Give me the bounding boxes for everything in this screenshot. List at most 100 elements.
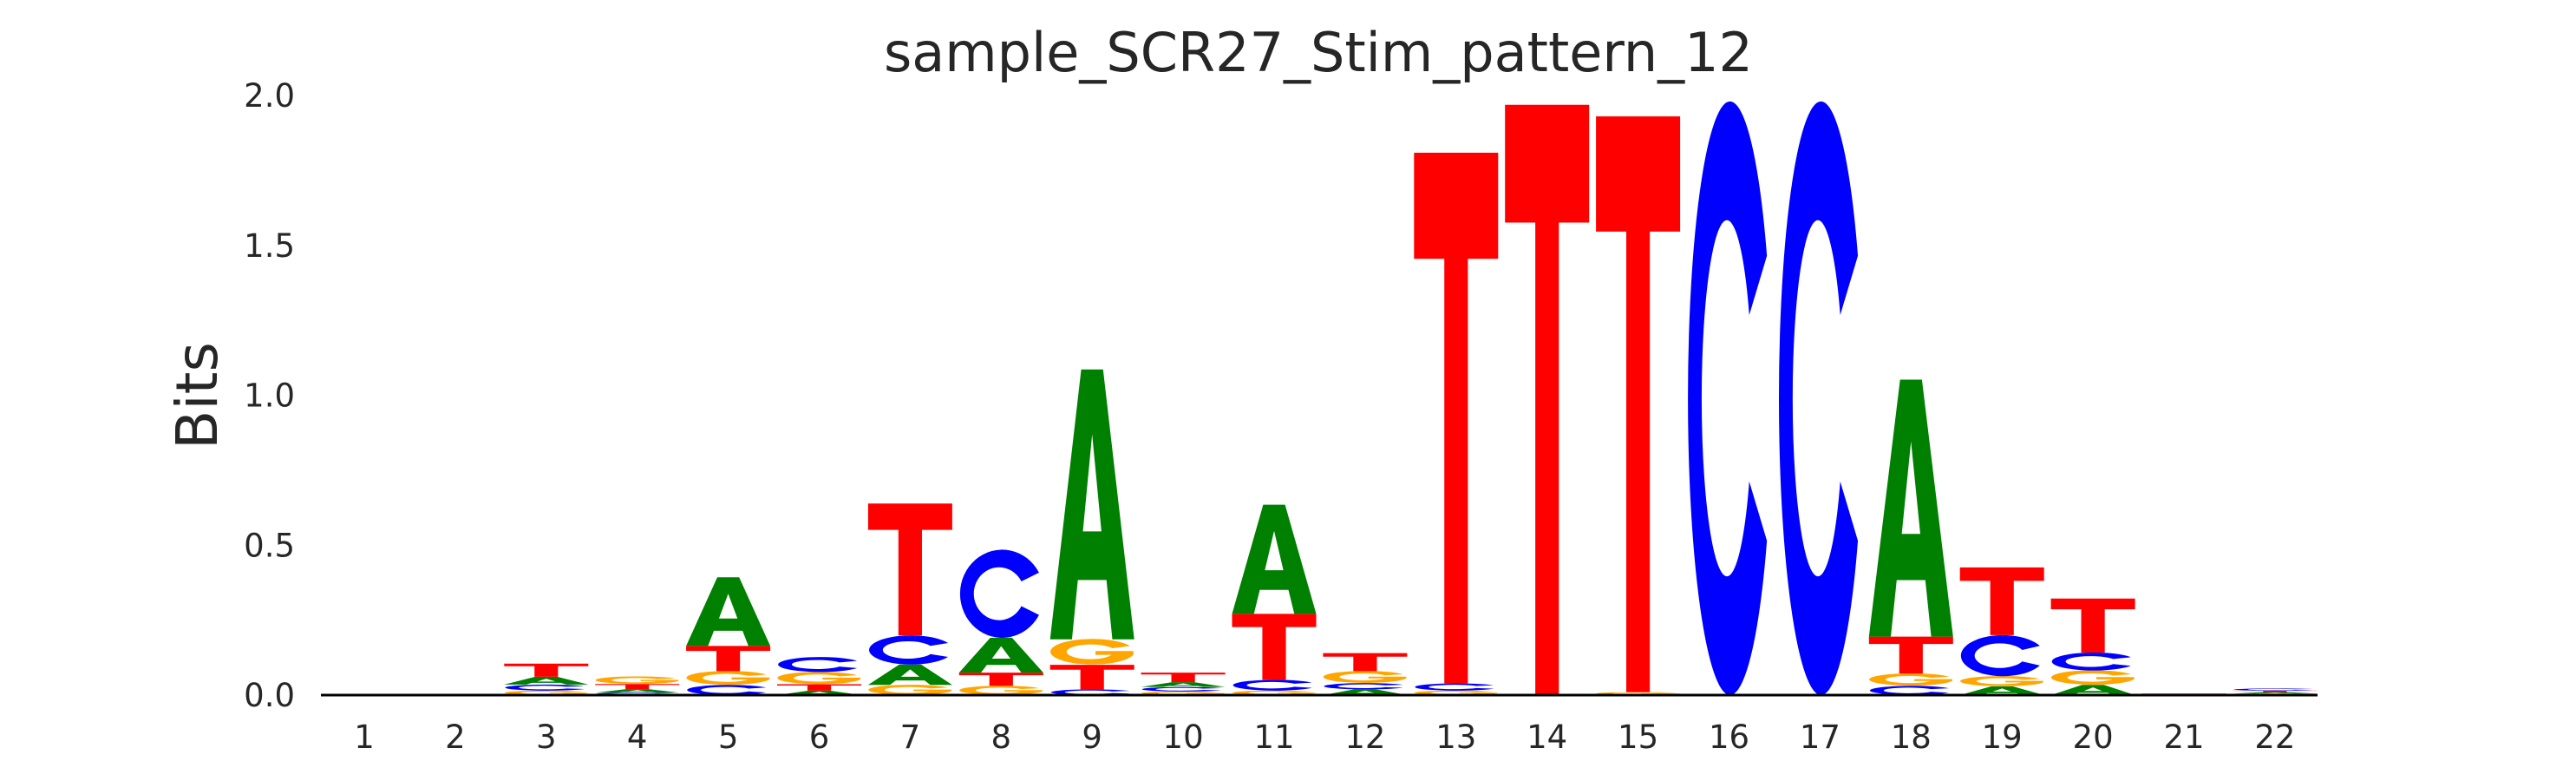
x-tick-label: 15 (1618, 719, 1658, 756)
x-tick-label: 14 (1527, 719, 1567, 756)
letter-T (595, 684, 680, 690)
y-tick-label: 1.5 (244, 227, 295, 265)
logo-stack-4 (595, 676, 680, 695)
x-axis: 1 2 3 4 5 6 7 8 9 10 11 12 13 14 15 16 17 18 19 20 21 22 (354, 719, 2295, 756)
letter-A (595, 689, 680, 693)
letter-A (1323, 689, 1408, 695)
x-tick-label: 20 (2073, 719, 2114, 756)
x-tick-label: 3 (536, 719, 557, 756)
x-tick-label: 8 (991, 719, 1012, 756)
logo-stack-17 (1779, 101, 1859, 696)
letter-T (1868, 636, 1953, 674)
letter-T (1505, 104, 1590, 694)
letter-C (505, 684, 585, 691)
letter-C (1324, 683, 1403, 690)
x-tick-label: 6 (809, 719, 830, 756)
letter-T (958, 673, 1043, 686)
y-tick-label: 0.0 (244, 677, 295, 714)
letter-C (2051, 652, 2131, 671)
letter-C (869, 635, 949, 665)
x-tick-label: 1 (354, 719, 375, 756)
logo-stacks (504, 101, 2318, 696)
y-axis-label: Bits (164, 342, 231, 450)
letter-A (686, 577, 771, 646)
letter-T (504, 663, 589, 677)
y-tick-label: 1.0 (244, 377, 295, 415)
logo-stack-19 (1959, 567, 2044, 695)
letter-A (1959, 686, 2044, 695)
letter-A (958, 638, 1043, 673)
x-tick-label: 11 (1253, 719, 1294, 756)
letter-T (2050, 598, 2135, 653)
letter-G (595, 676, 679, 685)
x-tick-label: 19 (1982, 719, 2023, 756)
letter-T (1323, 653, 1408, 672)
x-tick-label: 4 (627, 719, 648, 756)
letter-A (504, 676, 589, 685)
letter-G (777, 672, 861, 685)
letter-C (778, 657, 858, 673)
letter-T (1959, 567, 2044, 635)
logo-stack-18 (1868, 379, 1953, 695)
letter-G (686, 671, 770, 686)
letter-G (2050, 670, 2135, 686)
x-tick-label: 21 (2163, 719, 2204, 756)
chart-title: sample_SCR27_Stim_pattern_12 (884, 21, 1753, 84)
letter-G (1869, 673, 1952, 686)
letter-T (1232, 614, 1317, 680)
y-axis: 0.0 0.5 1.0 1.5 2.0 (244, 77, 295, 714)
x-tick-label: 10 (1163, 719, 1204, 756)
letter-C (1050, 689, 1130, 695)
letter-T (2233, 690, 2318, 692)
logo-stack-16 (1688, 101, 1768, 696)
letter-C (687, 685, 767, 695)
y-tick-label: 2.0 (244, 77, 295, 115)
letter-G (1323, 671, 1407, 683)
x-tick-label: 17 (1800, 719, 1840, 756)
letter-C (1232, 679, 1312, 691)
logo-stack-9 (1049, 369, 1134, 695)
letter-T (1414, 152, 1499, 684)
letter-C (1688, 101, 1768, 696)
letter-T (1141, 673, 1226, 683)
letter-A (867, 664, 952, 686)
letter-A (1232, 504, 1317, 614)
logo-stack-14 (1505, 104, 1590, 695)
letter-A (1141, 682, 1226, 687)
letter-A (2050, 685, 2135, 695)
y-tick-label: 0.5 (244, 527, 295, 564)
letter-T (777, 684, 861, 691)
letter-G (1960, 676, 2043, 686)
x-tick-label: 5 (718, 719, 739, 756)
letter-A (1868, 379, 1953, 637)
letter-T (1596, 116, 1681, 692)
letter-G (868, 685, 951, 695)
letter-T (867, 503, 952, 636)
logo-stack-15 (1596, 116, 1681, 695)
letter-T (1049, 665, 1134, 690)
letter-G (1050, 639, 1134, 665)
x-tick-label: 9 (1082, 719, 1102, 756)
x-tick-label: 22 (2254, 719, 2295, 756)
x-tick-label: 7 (900, 719, 921, 756)
logo-stack-12 (1323, 653, 1408, 695)
letter-C (1415, 683, 1494, 691)
letter-C (959, 549, 1039, 639)
letter-C (1141, 686, 1221, 692)
logo-stack-20 (2050, 598, 2135, 695)
letter-A (1049, 369, 1134, 640)
x-tick-label: 16 (1709, 719, 1749, 756)
x-tick-label: 18 (1891, 719, 1932, 756)
logo-stack-11 (1232, 504, 1317, 695)
letter-T (686, 646, 771, 672)
logo-stack-7 (867, 503, 952, 695)
letter-C (1779, 101, 1859, 696)
letter-C (1960, 634, 2040, 677)
x-tick-label: 12 (1344, 719, 1385, 756)
logo-stack-5 (686, 577, 771, 695)
letter-C (1869, 686, 1949, 695)
letter-A (2233, 692, 2318, 694)
logo-stack-10 (1141, 673, 1226, 695)
letter-C (2233, 688, 2313, 691)
